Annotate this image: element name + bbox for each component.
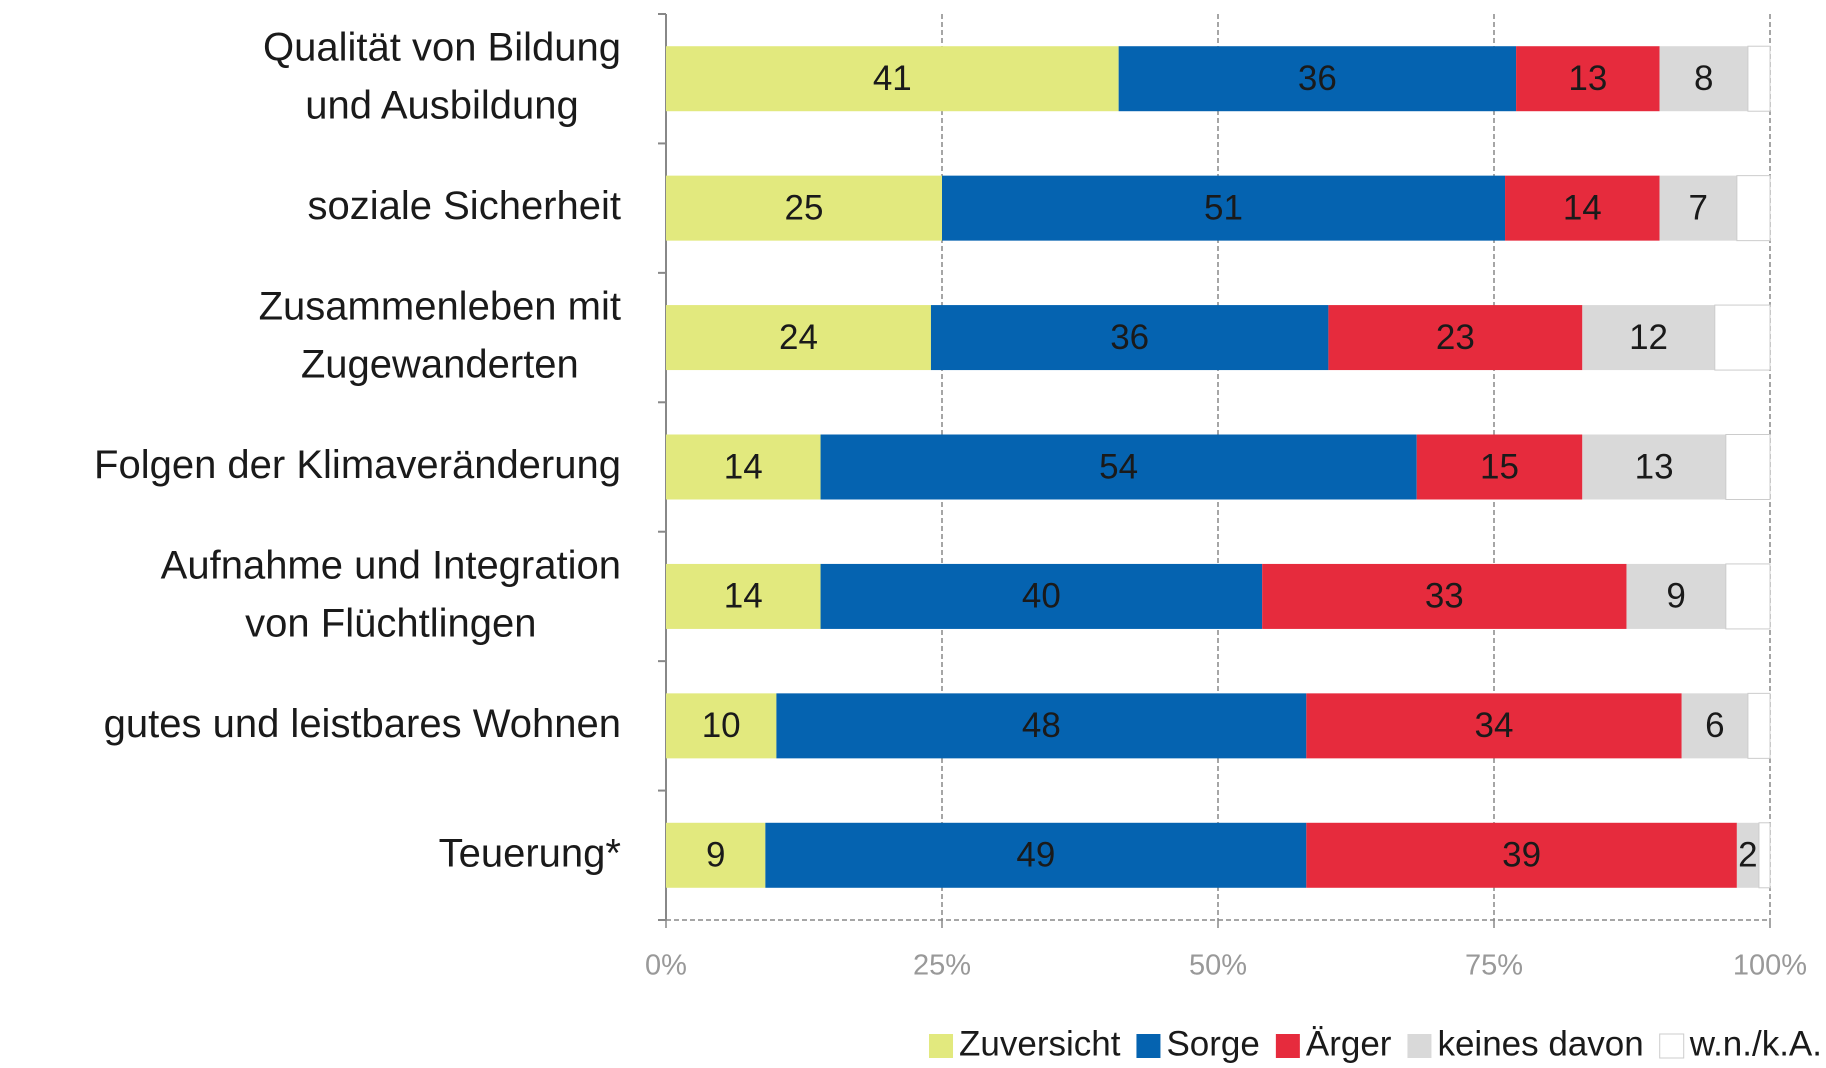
y-tick-label: Teuerung* <box>439 831 621 875</box>
bar-segment <box>1118 46 1517 112</box>
data-label: 6 <box>1705 706 1724 745</box>
legend-swatch <box>1275 1034 1300 1058</box>
data-label: 7 <box>1689 188 1708 227</box>
bar-segment <box>1659 46 1748 112</box>
legend-swatch <box>1659 1033 1685 1059</box>
x-tick-label: 75% <box>1465 950 1523 982</box>
data-label: 24 <box>779 318 818 357</box>
bar-segment <box>1582 434 1726 500</box>
data-label: 12 <box>1629 318 1668 357</box>
bar-segment <box>1626 563 1726 629</box>
bar-segment <box>1681 693 1748 759</box>
bar-segment <box>765 822 1307 888</box>
legend-label: Zuversicht <box>959 1024 1121 1063</box>
data-label: 8 <box>1694 59 1713 98</box>
data-label: 2 <box>1738 836 1757 875</box>
y-tick-label: gutes und leistbares Wohnen <box>104 701 621 745</box>
data-label: 25 <box>785 188 824 227</box>
x-tick-label: 0% <box>645 950 687 982</box>
y-tick-label: Qualität von Bildung und Ausbildung <box>263 25 621 127</box>
bar-segment <box>820 563 1263 629</box>
y-tick-label: Aufnahme und Integration von Flüchtlingen <box>161 543 621 645</box>
data-label: 9 <box>1666 577 1685 616</box>
bar-segment <box>1516 46 1660 112</box>
data-label: 41 <box>873 59 912 98</box>
legend-swatch <box>1136 1034 1161 1058</box>
bar-segment <box>666 822 766 888</box>
data-label: 48 <box>1022 706 1061 745</box>
legend-swatch <box>1407 1034 1432 1058</box>
bar-segment <box>1714 304 1771 371</box>
data-label: 34 <box>1475 706 1514 745</box>
data-label: 14 <box>724 577 763 616</box>
y-tick-label: Folgen der Klimaveränderung <box>94 443 621 487</box>
bar-segment <box>1725 563 1771 630</box>
data-label: 39 <box>1502 836 1541 875</box>
bar-segment <box>1262 563 1627 629</box>
data-label: 9 <box>706 836 725 875</box>
data-label: 14 <box>1563 188 1602 227</box>
x-tick-label: 100% <box>1733 950 1807 982</box>
bar-segment <box>1505 175 1660 241</box>
bar-segment <box>930 305 1329 371</box>
bar-segment <box>1659 175 1737 241</box>
bar-segment <box>666 305 931 371</box>
data-label: 15 <box>1480 447 1519 486</box>
bar-segment <box>666 434 821 500</box>
bar-segment <box>1306 693 1682 759</box>
data-label: 36 <box>1110 318 1149 357</box>
bar-segment <box>1306 822 1737 888</box>
legend-label: Sorge <box>1166 1024 1259 1063</box>
bar-segment <box>942 175 1506 241</box>
bar-segment <box>666 693 777 759</box>
y-tick-label: soziale Sicherheit <box>308 184 622 228</box>
y-tick-label: Zusammenleben mit Zugewanderten <box>259 284 621 386</box>
data-label: 14 <box>724 447 763 486</box>
bar-segment <box>1328 305 1583 371</box>
data-label: 54 <box>1099 447 1138 486</box>
data-label: 33 <box>1425 577 1464 616</box>
legend-label: w.n./k.A. <box>1689 1024 1822 1063</box>
data-label: 40 <box>1022 577 1061 616</box>
bar-segment <box>1747 692 1771 759</box>
legend-swatch <box>929 1034 954 1058</box>
bar-segment <box>776 693 1307 759</box>
data-label: 13 <box>1568 59 1607 98</box>
bar-segment <box>666 46 1119 112</box>
bar-segment <box>1736 822 1759 888</box>
data-label: 49 <box>1016 836 1055 875</box>
data-label: 13 <box>1635 447 1674 486</box>
bar-segment <box>1736 175 1771 242</box>
legend-label: Ärger <box>1306 1024 1392 1063</box>
legend-label: keines davon <box>1437 1024 1643 1063</box>
data-label: 51 <box>1204 188 1243 227</box>
bar-segment <box>820 434 1417 500</box>
bar-segment <box>1725 434 1771 500</box>
bar-segment <box>1758 822 1771 889</box>
bar-segment <box>666 175 942 241</box>
data-label: 10 <box>702 706 741 745</box>
data-label: 36 <box>1298 59 1337 98</box>
bar-segment <box>1747 45 1771 112</box>
x-tick-label: 25% <box>913 950 971 982</box>
bar-segment <box>1416 434 1583 500</box>
data-label: 23 <box>1436 318 1475 357</box>
bar-segment <box>666 563 821 629</box>
bar-segment <box>1582 305 1715 371</box>
x-tick-label: 50% <box>1189 950 1247 982</box>
